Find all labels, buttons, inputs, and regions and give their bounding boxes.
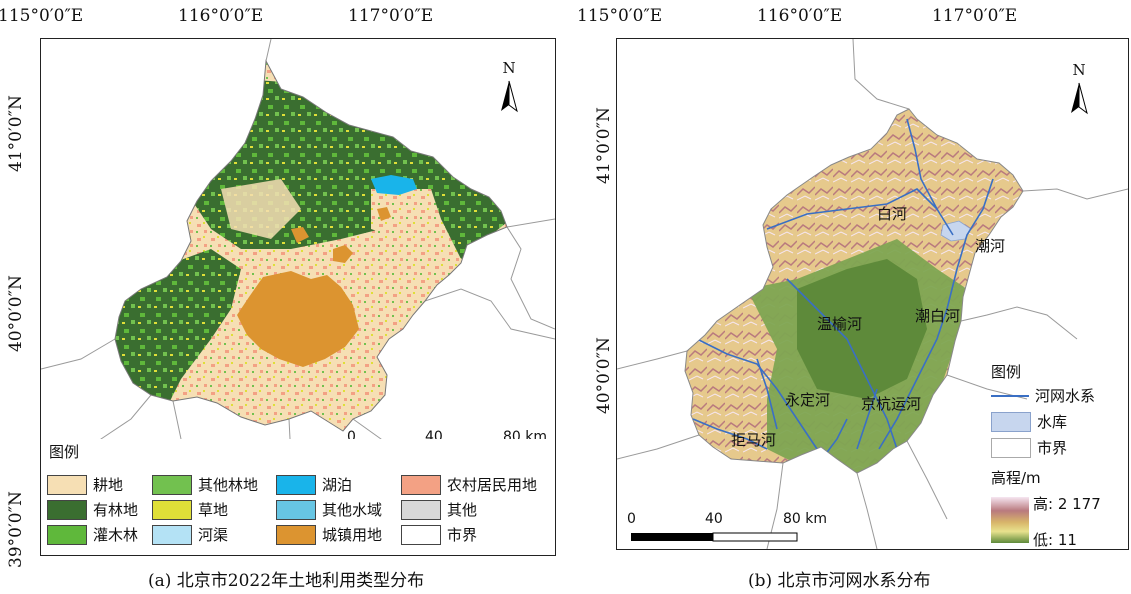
lon-tick-116: 116°0′0″E <box>757 6 843 26</box>
legend-item-reservoir: 水库 <box>991 411 1067 432</box>
legend-item-lake: 湖泊 <box>276 474 352 495</box>
legend-label: 城镇用地 <box>322 526 383 544</box>
legend-label: 农村居民用地 <box>447 476 538 494</box>
river-map-frame: N 白河 潮河 温榆河 潮白河 永定河 京杭运河 拒马河 图例 河网水系 水库 … <box>616 38 1129 550</box>
legend-line-swatch <box>991 394 1029 397</box>
legend-label: 灌木林 <box>93 526 139 544</box>
legend-swatch <box>152 524 192 545</box>
caption-right: (b) 北京市河网水系分布 <box>748 571 931 591</box>
legend-label: 河网水系 <box>1035 387 1096 405</box>
river-label-jinghang: 京杭运河 <box>861 395 922 413</box>
elevation-title-text: 高程/m <box>991 469 1041 487</box>
legend-swatch <box>991 437 1031 458</box>
legend-item-river-network: 河网水系 <box>991 385 1095 406</box>
legend-swatch <box>152 474 192 495</box>
legend-swatch <box>47 499 87 520</box>
river-label-bai: 白河 <box>877 205 908 223</box>
lat-tick-41: 41°0′0″N <box>6 95 26 172</box>
scale-bar <box>631 532 798 542</box>
scale-label-end: 80 km <box>783 511 828 527</box>
north-label: N <box>1072 61 1086 79</box>
legend-item-city-boundary: 市界 <box>991 437 1067 458</box>
elevation-high-text: 高: 2 177 <box>1033 495 1101 513</box>
north-arrow-icon <box>501 80 518 113</box>
lon-tick-115: 115°0′0″E <box>577 6 663 26</box>
legend-label: 其他林地 <box>198 476 259 494</box>
legend-label: 其他 <box>447 501 478 519</box>
legend-label: 市界 <box>447 526 478 544</box>
legend-item-canal: 河渠 <box>152 524 228 545</box>
legend-swatch <box>401 474 441 495</box>
legend-swatch <box>401 524 441 545</box>
legend-label: 耕地 <box>93 476 124 494</box>
caption-left: (a) 北京市2022年土地利用类型分布 <box>148 571 425 591</box>
legend-label: 河渠 <box>198 526 229 544</box>
river-label-yongding: 永定河 <box>785 391 831 409</box>
legend-swatch <box>47 474 87 495</box>
legend-item-grassland: 草地 <box>152 499 228 520</box>
legend-label: 有林地 <box>93 501 139 519</box>
legend-item-forest: 有林地 <box>47 499 138 520</box>
legend-label: 水库 <box>1037 413 1068 431</box>
north-arrow-icon <box>1071 82 1088 115</box>
lat-tick-41: 41°0′0″N <box>594 107 614 184</box>
elevation-high-label: 高: 2 177 <box>1033 493 1101 514</box>
elevation-low-label: 低: 11 <box>1033 529 1077 549</box>
north-label: N <box>502 59 516 77</box>
legend-label: 其他水域 <box>322 501 383 519</box>
lat-tick-40: 40°0′0″N <box>594 337 614 414</box>
legend-swatch <box>991 411 1031 432</box>
legend-item-cropland: 耕地 <box>47 474 123 495</box>
legend-item-other-forest: 其他林地 <box>152 474 258 495</box>
river-label-juma: 拒马河 <box>731 431 777 449</box>
legend-swatch <box>47 524 87 545</box>
legend-item-urban: 城镇用地 <box>276 524 382 545</box>
elevation-colorbar <box>991 497 1029 543</box>
legend-title: 图例 <box>991 363 1022 381</box>
legend-swatch <box>276 524 316 545</box>
legend-swatch <box>276 474 316 495</box>
legend-label: 草地 <box>198 501 229 519</box>
land-use-map-frame: N 0 40 80 km 图例 <box>40 38 556 556</box>
legend-item-rural-residential: 农村居民用地 <box>401 474 537 495</box>
river-label-wenyu: 温榆河 <box>817 315 863 333</box>
lat-tick-40: 40°0′0″N <box>6 275 26 352</box>
legend-label: 湖泊 <box>322 476 353 494</box>
river-label-chaobai: 潮白河 <box>915 307 961 325</box>
legend-item-other-water: 其他水域 <box>276 499 382 520</box>
legend-item-city-boundary: 市界 <box>401 524 477 545</box>
legend-swatch <box>152 499 192 520</box>
legend-label: 市界 <box>1037 439 1068 457</box>
legend-item-shrubland: 灌木林 <box>47 524 138 545</box>
lon-tick-117: 117°0′0″E <box>932 6 1018 26</box>
river-label-chao: 潮河 <box>975 237 1006 255</box>
elevation-title: 高程/m <box>991 467 1041 488</box>
legend-swatch <box>401 499 441 520</box>
legend-swatch <box>276 499 316 520</box>
scale-label-zero: 0 <box>347 429 356 445</box>
legend-item-other: 其他 <box>401 499 477 520</box>
lon-tick-116: 116°0′0″E <box>178 6 264 26</box>
elevation-low-text: 低: 11 <box>1033 531 1077 549</box>
scale-label-zero: 0 <box>627 511 636 527</box>
lon-tick-117: 117°0′0″E <box>348 6 434 26</box>
land-use-map-canvas <box>41 39 555 540</box>
lat-tick-39: 39°0′0″N <box>6 491 26 568</box>
legend-title: 图例 <box>49 443 80 461</box>
lon-tick-115: 115°0′0″E <box>0 6 84 26</box>
scale-label-mid: 40 <box>705 511 723 527</box>
river-map-canvas <box>617 39 1128 549</box>
